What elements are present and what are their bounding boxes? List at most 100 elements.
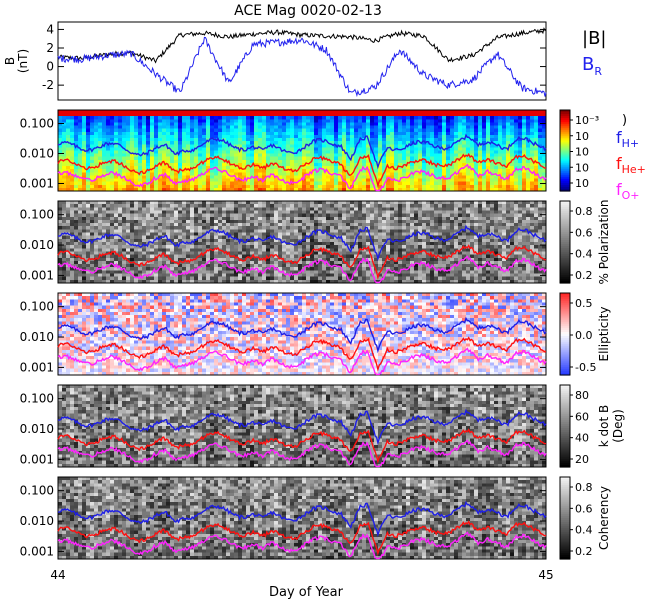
- colorbar-step: [560, 515, 570, 519]
- colorbar-step: [560, 415, 570, 419]
- f-he-trace: [57, 428, 547, 464]
- colorbar: 0.5 0.0 -0.5: [559, 292, 596, 376]
- colorbar: 0.8 0.6 0.4 0.2: [559, 476, 593, 560]
- f-h-trace: [58, 500, 547, 538]
- series-line-b-r: [57, 36, 547, 98]
- colorbar-step: [560, 342, 570, 345]
- colorbar-step: [560, 225, 570, 229]
- colorbar-step: [560, 203, 570, 206]
- y-tick-label: 0.001: [20, 452, 54, 466]
- colorbar-step: [560, 440, 570, 443]
- colorbar-step: [560, 456, 570, 460]
- colorbar-step: [560, 186, 570, 190]
- colorbar-step: [560, 340, 570, 343]
- colorbar-step: [560, 154, 570, 158]
- colorbar-step: [560, 252, 570, 255]
- y-tick-label: -2: [42, 78, 54, 92]
- colorbar-step: [560, 237, 570, 241]
- polarization-panel: 0.100 0.010 0.001 0.8 0.6 0.4 0.2 % Polarizatio…: [20, 200, 611, 285]
- colorbar-step: [560, 260, 570, 264]
- colorbar-step: [560, 548, 570, 552]
- colorbar-step: [560, 150, 570, 154]
- colorbar-step: [560, 262, 570, 266]
- colorbar-step: [560, 397, 570, 400]
- colorbar-step: [560, 244, 570, 247]
- colorbar-step: [560, 317, 570, 321]
- colorbar-label: 0.8: [575, 205, 593, 218]
- colorbar-step: [560, 444, 570, 448]
- colorbar-step: [560, 464, 570, 468]
- colorbar-step: [560, 146, 570, 150]
- colorbar-step: [560, 526, 570, 529]
- colorbar-step: [560, 352, 570, 356]
- colorbar-step: [560, 530, 570, 533]
- colorbar-step: [560, 142, 570, 146]
- f-h-trace: [58, 316, 547, 354]
- colorbar-step: [560, 491, 570, 494]
- colorbar-step: [560, 497, 570, 501]
- colorbar-step: [560, 114, 570, 117]
- colorbar-step: [560, 164, 570, 168]
- colorbar-step: [560, 205, 570, 208]
- colorbar-step: [560, 513, 570, 517]
- y-tick-label: 0.100: [20, 300, 54, 314]
- panel-frame: [57, 200, 547, 284]
- colorbar-step: [560, 248, 570, 251]
- panel-frame: [57, 292, 547, 376]
- colorbar-step: [560, 403, 570, 407]
- colorbar-step: [560, 362, 570, 366]
- colorbar-step: [560, 495, 570, 499]
- colorbar-step: [560, 124, 570, 127]
- colorbar-step: [560, 207, 570, 210]
- colorbar-step: [560, 544, 570, 548]
- colorbar-step: [560, 156, 570, 160]
- series-line-b-total: [57, 27, 547, 64]
- colorbar-step: [560, 174, 570, 178]
- colorbar-step: [560, 458, 570, 462]
- colorbar-step: [560, 417, 570, 421]
- colorbar-step: [560, 454, 570, 458]
- colorbar-step: [560, 321, 570, 325]
- f-he-trace: [57, 244, 547, 280]
- colorbar-step: [560, 536, 570, 540]
- f-he-trace: [57, 152, 547, 188]
- colorbar-step: [560, 334, 570, 337]
- colorbar-step: [560, 450, 570, 454]
- colorbar-step: [560, 327, 570, 331]
- colorbar-step: [560, 229, 570, 233]
- colorbar-step: [560, 432, 570, 435]
- colorbar-step: [560, 356, 570, 360]
- colorbar-label: 10: [575, 177, 589, 190]
- colorbar-frame: [559, 109, 571, 192]
- colorbar-step: [560, 319, 570, 323]
- legend-entry: fH+: [616, 128, 639, 150]
- colorbar-step: [560, 280, 570, 284]
- x-tick-label: 45: [538, 568, 553, 582]
- y-tick-label: 0.001: [20, 544, 54, 558]
- colorbar-step: [560, 138, 570, 141]
- colorbar-step: [560, 389, 570, 392]
- colorbar-step: [560, 323, 570, 327]
- colorbar-step: [560, 358, 570, 362]
- colorbar-label: 80: [575, 389, 589, 402]
- colorbar-label: -0.5: [575, 361, 596, 374]
- colorbar-step: [560, 295, 570, 298]
- colorbar-label: 10⁻³: [575, 114, 599, 127]
- y-tick-label: 0.010: [20, 330, 54, 344]
- colorbar-step: [560, 423, 570, 427]
- y-tick-label: 0: [46, 60, 54, 74]
- colorbar-step: [560, 372, 570, 376]
- y-tick-label: 0.100: [20, 484, 54, 498]
- colorbar-step: [560, 493, 570, 497]
- y-tick-label: 0.010: [20, 238, 54, 252]
- colorbar-step: [560, 430, 570, 433]
- colorbar-label: 10: [575, 161, 589, 174]
- f-h-trace: [57, 133, 547, 170]
- colorbar-step: [560, 166, 570, 170]
- colorbar-label: 0.4: [575, 524, 593, 537]
- colorbar-step: [560, 546, 570, 550]
- f-o-trace: [57, 531, 547, 560]
- colorbar-label: 0.6: [575, 226, 593, 239]
- colorbar-step: [560, 428, 570, 431]
- colorbar-step: [560, 134, 570, 137]
